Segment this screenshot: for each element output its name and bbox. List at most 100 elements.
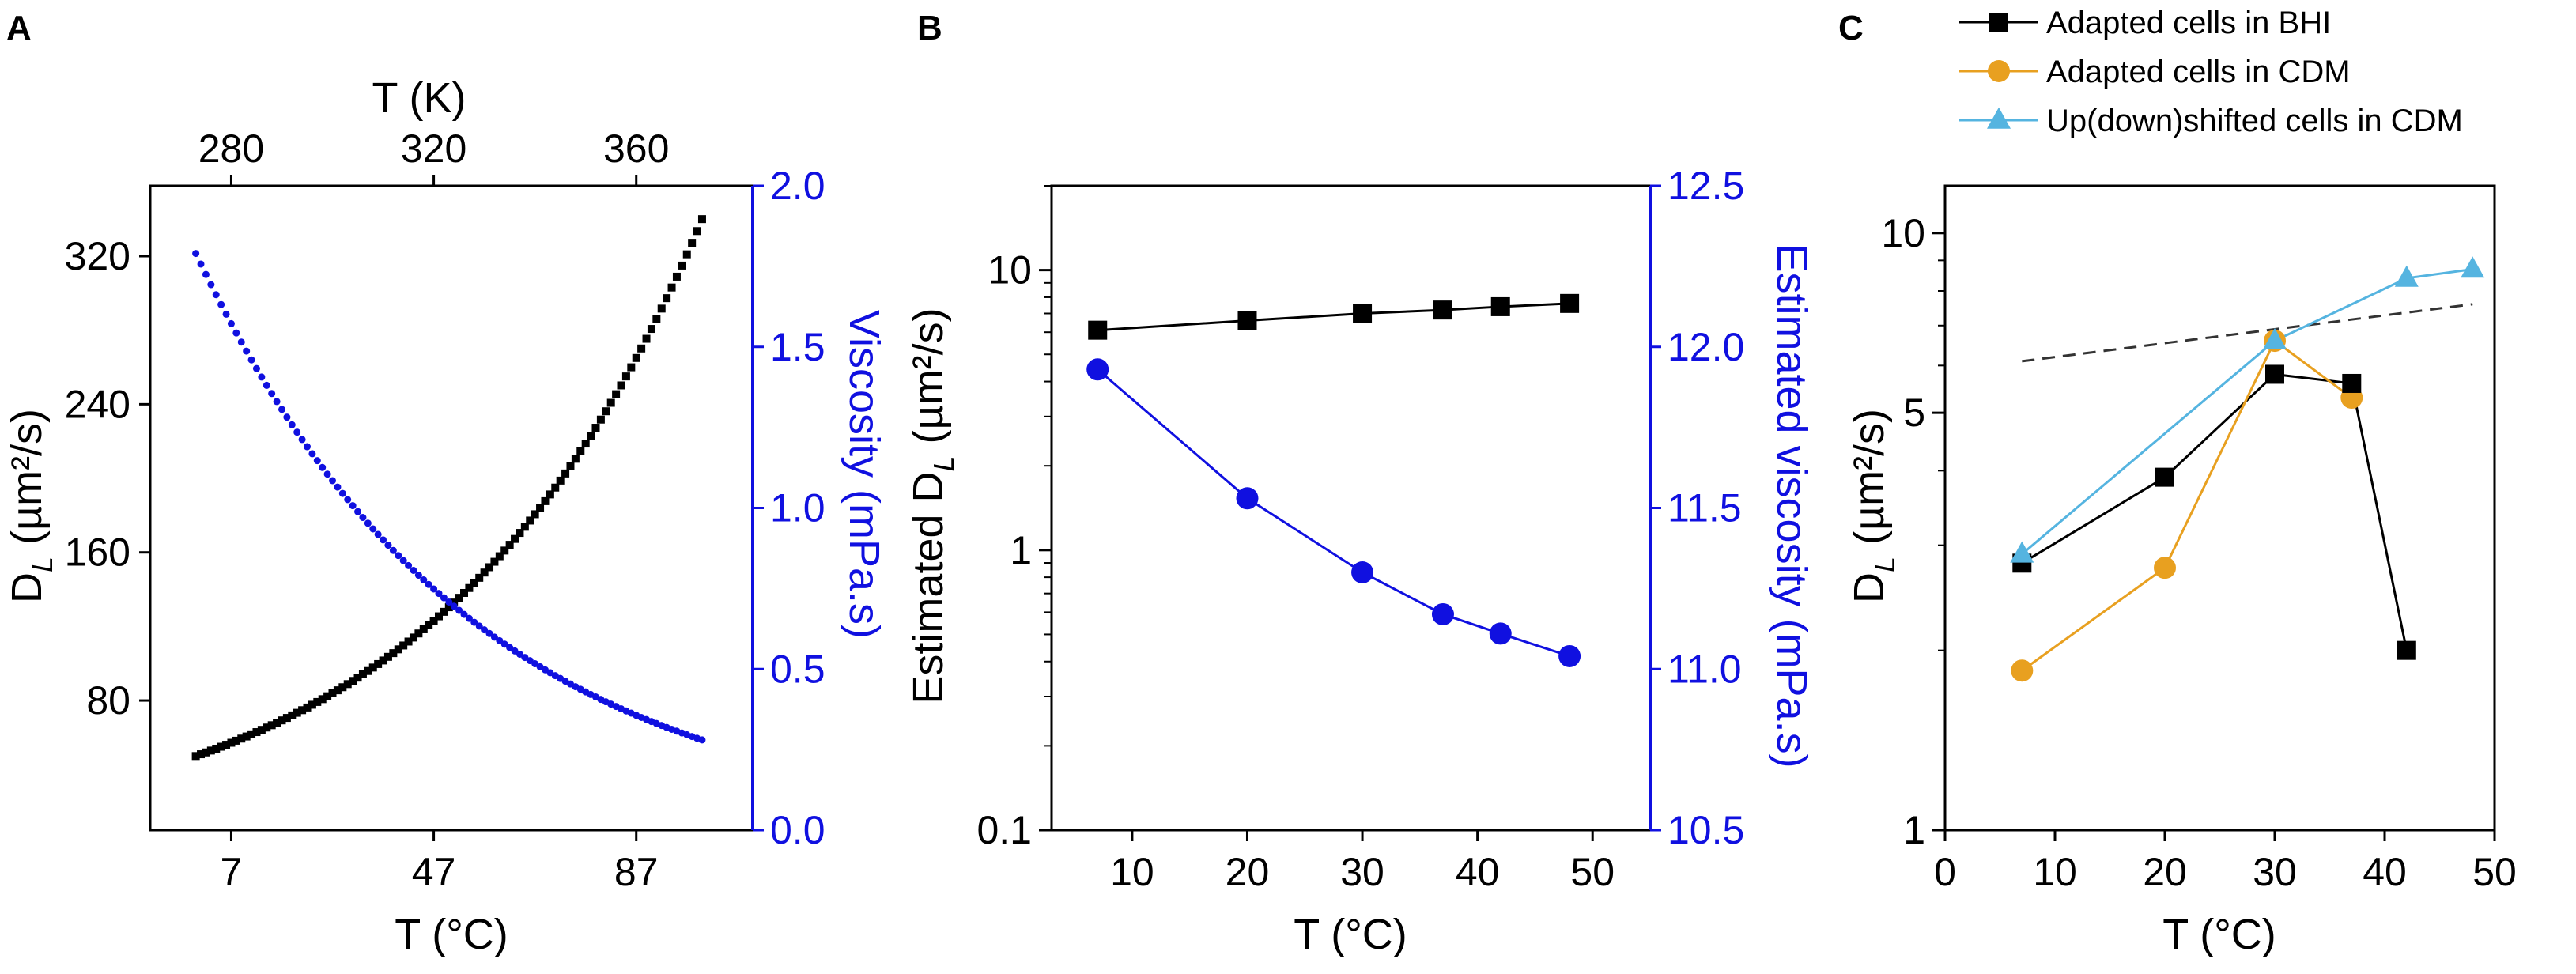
panel-a-dl-point: [368, 663, 377, 672]
panel-a-dl-point: [383, 652, 392, 661]
panel-b-xtick-label: 20: [1226, 850, 1270, 894]
panel-a-viscosity-point: [263, 381, 270, 389]
panel-b-xtick-label: 50: [1570, 850, 1615, 894]
panel-a-dl-point: [541, 496, 550, 505]
panel-a-dl-point: [353, 674, 362, 682]
panel-a-viscosity-point: [440, 594, 448, 602]
panel-a-viscosity-point: [430, 585, 438, 593]
panel-a-dl-point: [252, 728, 261, 737]
panel-a-top-xtick-label: 360: [603, 126, 669, 171]
panel-b-ytick-label: 0.1: [976, 808, 1032, 852]
panel-a-viscosity-point: [485, 629, 493, 637]
panel-c-bhi-point: [2265, 364, 2284, 384]
panel-a-dl-point: [612, 390, 621, 398]
panel-c-xtick-label: 30: [2253, 850, 2297, 894]
panel-b-dl-point: [1237, 311, 1257, 330]
panel-c-reference-dashed-line: [2022, 303, 2473, 363]
panel-c-shifted-line: [2021, 267, 2473, 555]
legend-shifted-marker: [1987, 107, 2011, 129]
panel-a-top-xtick-label: 280: [198, 126, 264, 171]
panel-c-bhi-point: [2397, 640, 2416, 660]
panel-a-dl-point: [444, 603, 453, 612]
panel-c-cdm-point: [2011, 659, 2034, 682]
panel-a-dl-point: [536, 504, 545, 512]
panel-c-xtick-label: 10: [2033, 850, 2077, 894]
panel-c-shifted-point: [2394, 265, 2419, 287]
panel-b-dl-line: [1097, 302, 1570, 332]
panel-a-dl-point: [308, 700, 316, 709]
panel-a-dl-point: [520, 523, 529, 531]
panel-a-viscosity-point: [207, 281, 215, 289]
panel-c-shifted-point: [2263, 327, 2287, 349]
panel-a-dl-point: [263, 723, 271, 732]
panel-a-dl-point: [374, 659, 383, 668]
panel-a-y2tick-label: 0.5: [770, 647, 825, 691]
panel-a-dl-point: [531, 510, 539, 519]
panel-a-viscosity-point: [237, 338, 245, 346]
panel-b-ytick-label: 1: [1010, 528, 1032, 572]
panel-c-bhi-point: [2155, 467, 2174, 487]
panel-b: T (°C) Estimated DL (µm²/s) Estimated vi…: [905, 164, 1815, 958]
panel-a-viscosity-point: [329, 477, 337, 485]
panel-b-xtick-label: 30: [1340, 850, 1384, 894]
panel-a-dl-point: [490, 557, 499, 566]
panel-a-viscosity-point: [450, 602, 458, 610]
panel-b-viscosity-line: [1097, 368, 1570, 658]
panel-b-label: B: [917, 9, 942, 47]
panel-a-dl-point: [556, 476, 565, 485]
panel-a-viscosity-point: [338, 489, 346, 497]
panel-a-dl-point: [693, 227, 701, 236]
panel-a-dl-point: [343, 680, 352, 689]
panel-a-viscosity-point: [374, 530, 382, 538]
panel-b-dl-point: [1088, 320, 1108, 340]
panel-b-y2tick-label: 12.0: [1668, 325, 1744, 369]
panel-a-dl-point: [621, 372, 630, 381]
panel-a-dl-point: [364, 666, 372, 675]
panel-a-viscosity-point: [323, 470, 331, 478]
panel-b-xlabel: T (°C): [1294, 911, 1407, 958]
legend-cdm-marker: [1988, 60, 2010, 82]
panel-a-y2tick-label: 1.5: [770, 325, 825, 369]
panel-a-dl-point: [197, 750, 206, 759]
panel-a-dl-point: [632, 353, 640, 362]
panel-a-dl-point: [273, 719, 281, 727]
panel-c-xtick-label: 40: [2363, 850, 2407, 894]
panel-a-dl-point: [394, 645, 402, 654]
panel-a-viscosity-point: [227, 319, 235, 327]
panel-a-viscosity-point: [304, 443, 312, 451]
panel-a-viscosity-point: [425, 580, 432, 588]
panel-a-dl-point: [678, 261, 686, 270]
panel-b-viscosity-point: [1489, 622, 1512, 645]
panel-a-dl-point: [404, 637, 413, 646]
legend-bhi-label: Adapted cells in BHI: [2046, 6, 2331, 40]
panel-a-dl-point: [288, 711, 297, 719]
panel-a-dl-point: [627, 363, 636, 372]
panel-a-dl-point: [328, 689, 337, 697]
panel-a-viscosity-point: [364, 519, 372, 527]
panel-a-dl-point: [697, 215, 706, 224]
panel-a-viscosity-point: [470, 618, 478, 626]
panel-c-xtick-label: 50: [2472, 850, 2517, 894]
panel-a-dl-point: [242, 732, 251, 741]
panel-a-frame: [149, 184, 754, 832]
panel-a-viscosity-point: [243, 347, 251, 355]
panel-a-dl-point: [652, 315, 661, 323]
panel-b-ylabel-tail: (µm²/s): [905, 308, 952, 455]
panel-a-dl-point: [206, 746, 215, 755]
panel-c-xlabel: T (°C): [2162, 911, 2276, 958]
panel-a-dl-point: [460, 588, 469, 597]
panel-a-viscosity-point: [354, 508, 362, 515]
panel-c-bhi-line: [2021, 372, 2408, 651]
panel-a-viscosity-point: [369, 525, 377, 533]
panel-a-dl-point: [414, 629, 423, 638]
panel-a-dl-point: [323, 692, 332, 700]
panel-c-xtick-label: 20: [2143, 850, 2187, 894]
panel-a-viscosity-point: [380, 536, 387, 544]
panel-a-dl-point: [465, 583, 474, 592]
panel-a-dl-point: [480, 568, 489, 577]
panel-a: T (°C) T (K) DL (µm²/s) Viscosity (mPa.s…: [3, 74, 888, 958]
panel-a-viscosity-point: [232, 329, 240, 337]
panel-a-viscosity-point: [435, 590, 443, 598]
panel-a-viscosity-point: [500, 640, 508, 648]
